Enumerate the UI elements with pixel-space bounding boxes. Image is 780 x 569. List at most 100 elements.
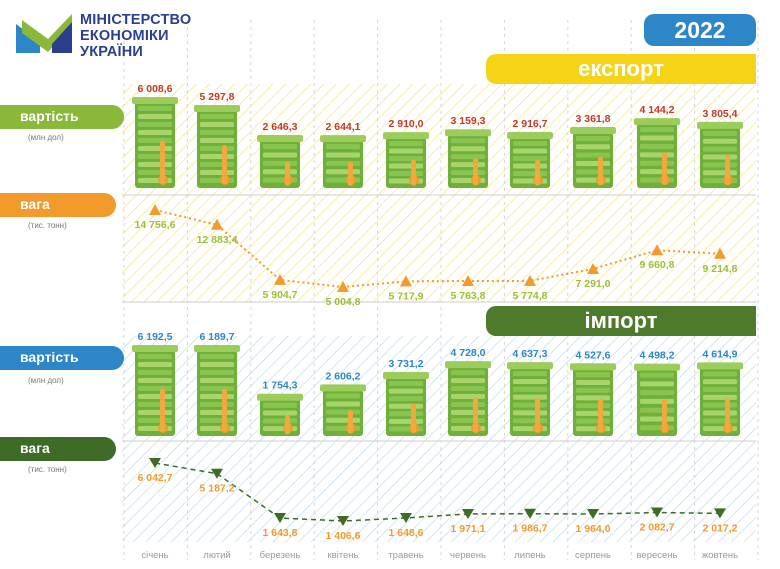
- bill-band: [138, 410, 172, 415]
- bill-band: [513, 140, 547, 146]
- bill-band: [263, 152, 297, 158]
- bill-band: [326, 152, 360, 158]
- coin-column: [598, 157, 603, 186]
- bill-band: [200, 162, 234, 168]
- bill-band: [200, 410, 234, 416]
- bill-band: [576, 418, 610, 424]
- value-label: 4 637,3: [512, 348, 547, 360]
- bill-top: [132, 345, 178, 352]
- coin-column: [160, 388, 165, 432]
- bill-band: [703, 379, 737, 385]
- bill-band: [263, 144, 297, 150]
- weight-marker: [651, 244, 663, 256]
- coin-column: [222, 388, 227, 432]
- weight-value-label: 5 187,2: [199, 483, 234, 495]
- month-label: червень: [450, 550, 486, 561]
- month-label: вересень: [636, 550, 677, 561]
- coin-column: [160, 140, 165, 184]
- bill-top: [132, 97, 178, 104]
- weight-marker: [337, 281, 349, 292]
- weight-value-label: 1 648,6: [388, 527, 423, 539]
- money-stack-bar: [257, 393, 303, 436]
- weight-value-label: 5 004,8: [325, 296, 360, 308]
- bill-top: [194, 105, 240, 113]
- bill-band: [326, 393, 360, 399]
- bill-band: [138, 154, 172, 159]
- weight-marker: [524, 508, 536, 519]
- logo-line: ЕКОНОМІКИ: [80, 28, 169, 44]
- bill-band: [451, 378, 485, 384]
- bill-band: [138, 402, 172, 407]
- month-label: березень: [260, 550, 301, 561]
- weight-value-label: 2 017,2: [702, 522, 737, 534]
- weight-marker: [714, 508, 726, 519]
- bill-band: [640, 127, 674, 133]
- bill-band: [513, 394, 547, 400]
- bill-band: [703, 130, 737, 136]
- bill-top: [507, 362, 553, 370]
- weight-value-label: 1 971,1: [450, 523, 485, 535]
- coin-column: [662, 398, 667, 433]
- bill-top: [383, 372, 429, 380]
- money-stack-bar: [445, 129, 491, 188]
- import-value-tag: вартість: [0, 346, 124, 370]
- money-stack-bar: [570, 126, 616, 188]
- bill-band: [703, 394, 737, 400]
- bill-band: [138, 122, 172, 127]
- coin-column: [411, 159, 416, 186]
- value-label: 3 805,4: [702, 108, 737, 120]
- money-stack-bar: [697, 121, 743, 188]
- bill-band: [389, 396, 423, 402]
- bill-band: [513, 378, 547, 384]
- coin-column: [662, 152, 667, 185]
- money-stack-bar: [445, 361, 491, 436]
- bill-band: [703, 138, 737, 144]
- bill-band: [200, 146, 234, 152]
- bar-body: [573, 368, 613, 436]
- bill-band: [451, 146, 485, 152]
- bill-band: [703, 154, 737, 160]
- import-value-chart: 6 192,5 6 189,7 1 754,3 2 606,2 3 731,2 4 728…: [132, 331, 743, 436]
- value-label: 3 361,8: [575, 113, 610, 125]
- weight-marker: [149, 458, 161, 468]
- month-label: травень: [388, 550, 423, 561]
- weight-marker: [149, 204, 161, 215]
- value-label: 6 189,7: [199, 331, 234, 343]
- bill-band: [138, 354, 172, 359]
- bill-band: [200, 170, 234, 176]
- bill-top: [257, 393, 303, 401]
- value-label: 2 646,3: [262, 121, 297, 133]
- bill-band: [513, 170, 547, 176]
- bill-band: [200, 378, 234, 384]
- bill-band: [640, 143, 674, 149]
- export-value-tag: вартість: [0, 105, 124, 129]
- coin-column: [285, 161, 290, 186]
- bill-band: [576, 379, 610, 385]
- bill-band: [263, 410, 297, 416]
- bill-band: [200, 362, 234, 368]
- value-label: 3 159,3: [450, 115, 485, 127]
- bill-band: [703, 410, 737, 416]
- coin-column: [473, 397, 478, 433]
- bill-band: [138, 106, 172, 111]
- coin-column: [348, 410, 353, 434]
- bill-top: [570, 363, 616, 371]
- bill-top: [697, 121, 743, 129]
- value-label: 4 498,2: [639, 350, 674, 362]
- money-stack-bar: [697, 362, 743, 436]
- bill-band: [138, 162, 172, 167]
- value-label: 2 916,7: [512, 118, 547, 130]
- coin-column: [411, 403, 416, 434]
- bill-band: [451, 162, 485, 168]
- import-weight-tag: вага: [0, 437, 116, 461]
- bill-top: [570, 126, 616, 134]
- weight-value-label: 6 042,7: [137, 472, 172, 484]
- bill-band: [326, 417, 360, 423]
- bill-band: [138, 138, 172, 143]
- money-stack-bar: [132, 97, 178, 188]
- bill-band: [138, 146, 172, 151]
- bill-band: [451, 154, 485, 160]
- money-stack-bar: [383, 132, 429, 188]
- export-value-chart: 6 008,6 5 297,8 2 646,3 2 644,1 2 910,0 3 159…: [132, 83, 743, 188]
